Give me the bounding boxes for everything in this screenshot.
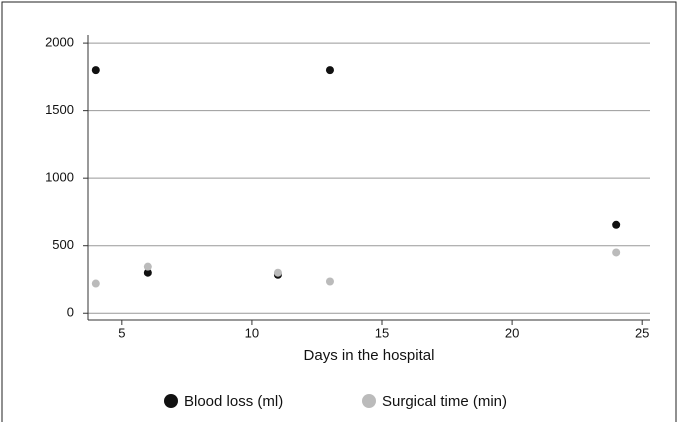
legend-marker [362,394,376,408]
y-tick-label: 2000 [45,35,74,50]
point [612,220,621,229]
point [91,279,100,288]
legend-label: Blood loss (ml) [184,393,283,410]
point [325,277,334,286]
point [143,262,152,271]
x-axis-label: Days in the hospital [304,347,435,364]
x-tick-label: 15 [375,325,389,340]
point [612,248,621,257]
point [325,66,334,75]
legend-marker [164,394,178,408]
point [143,268,152,277]
point [91,66,100,75]
x-tick-label: 10 [245,325,259,340]
legend-label: Surgical time (min) [382,393,507,410]
point [273,268,282,277]
x-tick-label: 25 [635,325,649,340]
y-tick-label: 0 [67,305,74,320]
y-tick-label: 500 [52,237,74,252]
x-tick-label: 5 [118,325,125,340]
y-tick-label: 1000 [45,170,74,185]
x-tick-label: 20 [505,325,519,340]
y-tick-label: 1500 [45,102,74,117]
